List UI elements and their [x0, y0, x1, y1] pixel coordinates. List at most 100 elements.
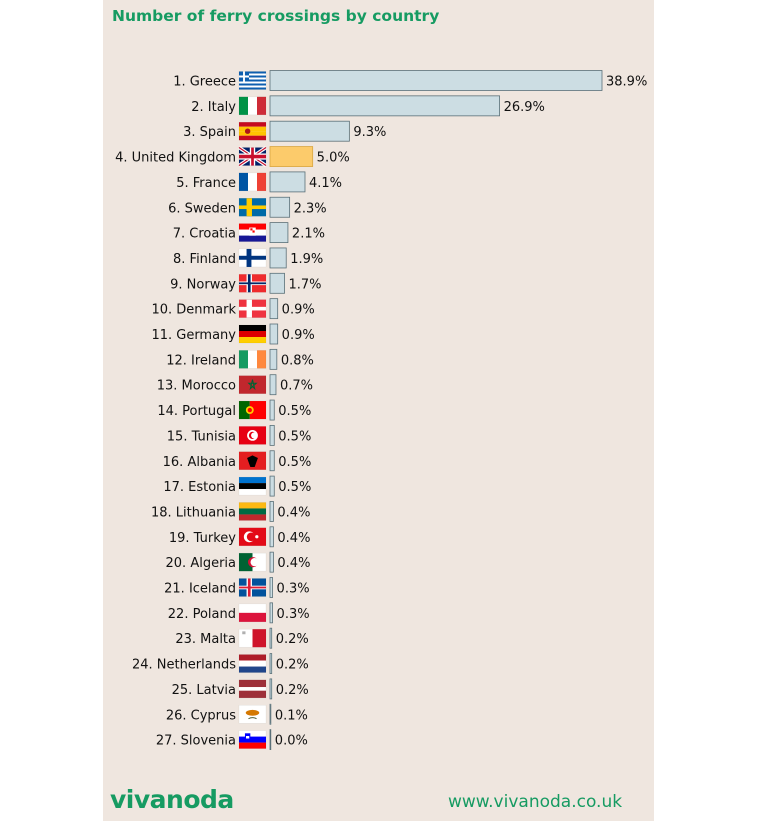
germany-flag-icon: [238, 324, 267, 344]
greece-flag-icon: [238, 71, 267, 90]
spain-flag-icon: [238, 121, 267, 141]
bar: [269, 551, 274, 573]
category-label: 7. Croatia: [173, 227, 236, 242]
bar: [269, 729, 272, 750]
france-flag-icon: [238, 172, 267, 192]
bar: [269, 70, 603, 91]
category-label: 14. Portugal: [157, 404, 236, 419]
cyprus-flag-icon: [238, 705, 267, 724]
poland-flag-icon: [238, 603, 267, 623]
united-kingdom-flag-icon: [238, 146, 267, 168]
bar: [269, 678, 273, 700]
value-label: 0.2%: [276, 683, 309, 698]
finland-flag-icon: [238, 248, 267, 268]
bar: [269, 272, 285, 294]
vivanoda-logo[interactable]: vivanoda: [110, 785, 234, 814]
bar: [269, 475, 275, 497]
bar: [269, 120, 350, 142]
bar: [269, 577, 273, 598]
value-label: 0.5%: [278, 480, 311, 495]
portugal-flag-icon: [238, 400, 267, 420]
bar: [269, 399, 275, 421]
lithuania-flag-icon: [238, 502, 267, 521]
category-label: 21. Iceland: [164, 582, 236, 597]
albania-flag-icon: [238, 451, 267, 470]
bar: [269, 450, 275, 472]
category-label: 4. United Kingdom: [115, 151, 236, 166]
netherlands-flag-icon: [238, 654, 267, 673]
value-label: 26.9%: [504, 100, 545, 115]
slovenia-flag-icon: [238, 730, 267, 749]
bar: [269, 602, 273, 624]
bar: [269, 501, 274, 522]
value-label: 0.4%: [277, 531, 310, 546]
bar: [269, 424, 275, 446]
algeria-flag-icon: [238, 552, 267, 572]
value-label: 0.8%: [281, 353, 314, 368]
category-label: 18. Lithuania: [151, 505, 236, 520]
value-label: 2.1%: [292, 227, 325, 242]
category-label: 15. Tunisia: [167, 429, 236, 444]
value-label: 0.9%: [282, 328, 315, 343]
bar: [269, 348, 278, 370]
chart-panel: [103, 0, 654, 821]
value-label: 0.9%: [282, 303, 315, 318]
bar: [269, 703, 272, 725]
italy-flag-icon: [238, 96, 267, 116]
category-label: 12. Ireland: [166, 353, 236, 368]
value-label: 0.0%: [275, 734, 308, 749]
category-label: 27. Slovenia: [156, 734, 236, 749]
malta-flag-icon: [238, 628, 267, 648]
chart-title: Number of ferry crossings by country: [112, 7, 440, 25]
value-label: 0.1%: [275, 708, 308, 723]
denmark-flag-icon: [238, 299, 267, 318]
bar: [269, 146, 314, 167]
latvia-flag-icon: [238, 679, 267, 699]
morocco-flag-icon: [238, 375, 267, 394]
value-label: 0.3%: [277, 607, 310, 622]
turkey-flag-icon: [238, 527, 267, 547]
category-label: 5. France: [176, 176, 236, 191]
category-label: 17. Estonia: [163, 480, 236, 495]
category-label: 24. Netherlands: [132, 658, 236, 673]
category-label: 1. Greece: [173, 75, 236, 90]
value-label: 1.9%: [290, 252, 323, 267]
category-label: 23. Malta: [175, 632, 236, 647]
category-label: 22. Poland: [168, 607, 236, 622]
value-label: 0.2%: [276, 632, 309, 647]
bar: [269, 323, 279, 345]
ireland-flag-icon: [238, 350, 267, 369]
category-label: 9. Norway: [170, 277, 236, 292]
bar: [269, 196, 291, 218]
bar: [269, 247, 287, 269]
value-label: 1.7%: [289, 277, 322, 292]
value-label: 0.5%: [278, 455, 311, 470]
bar: [269, 95, 500, 117]
category-label: 8. Finland: [173, 252, 236, 267]
tunisia-flag-icon: [238, 426, 267, 445]
value-label: 0.4%: [277, 556, 310, 571]
value-label: 4.1%: [309, 176, 342, 191]
bar: [269, 374, 277, 396]
category-label: 6. Sweden: [168, 201, 236, 216]
value-label: 0.4%: [277, 505, 310, 520]
bar: [269, 653, 273, 674]
value-label: 2.3%: [294, 201, 327, 216]
bar: [269, 526, 274, 548]
category-label: 3. Spain: [183, 125, 236, 140]
bar: [269, 222, 289, 244]
category-label: 13. Morocco: [157, 379, 236, 394]
norway-flag-icon: [238, 274, 267, 293]
category-label: 10. Denmark: [151, 303, 236, 318]
value-label: 38.9%: [606, 75, 647, 90]
bar: [269, 627, 273, 649]
sweden-flag-icon: [238, 198, 267, 217]
bar: [269, 171, 306, 193]
iceland-flag-icon: [238, 578, 267, 597]
website-link[interactable]: www.vivanoda.co.uk: [448, 792, 623, 812]
estonia-flag-icon: [238, 476, 267, 496]
category-label: 16. Albania: [163, 455, 236, 470]
value-label: 9.3%: [353, 125, 386, 140]
croatia-flag-icon: [238, 223, 267, 242]
